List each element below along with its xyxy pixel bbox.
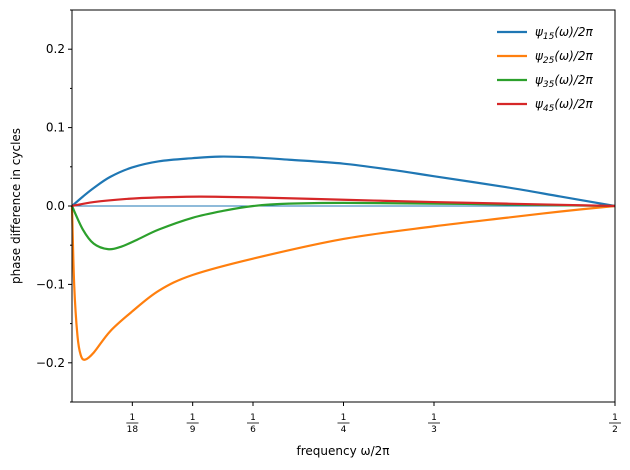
plot-area <box>70 155 616 361</box>
series-line-2 <box>70 204 616 361</box>
x-tick-label: 16 <box>247 413 260 435</box>
x-axis-label: frequency ω/2π <box>297 444 390 458</box>
y-tick-label: 0.0 <box>46 199 65 213</box>
series-line-1 <box>71 155 616 208</box>
y-tick-label: 0.2 <box>46 42 65 56</box>
series-line-3 <box>71 201 616 251</box>
y-tick-label: 0.1 <box>46 121 65 135</box>
x-tick-label: 13 <box>427 413 440 435</box>
svg-text:1: 1 <box>250 413 256 423</box>
svg-text:1: 1 <box>431 413 437 423</box>
svg-text:1: 1 <box>612 413 618 423</box>
legend-label: ψ15(ω)/2π <box>535 25 593 42</box>
x-tick-label: 14 <box>337 413 350 435</box>
svg-text:9: 9 <box>190 425 196 435</box>
svg-text:1: 1 <box>129 413 135 423</box>
y-axis: −0.2 −0.1 0.0 0.1 0.2 <box>36 9 72 403</box>
svg-text:1: 1 <box>190 413 196 423</box>
x-tick-label: 118 <box>126 413 139 435</box>
legend-entry-3: ψ35(ω)/2π <box>497 73 593 90</box>
y-tick-label: −0.2 <box>36 356 65 370</box>
legend-entry-1: ψ15(ω)/2π <box>497 25 593 42</box>
legend-entry-4: ψ45(ω)/2π <box>497 97 593 114</box>
x-tick-label: 12 <box>609 413 621 435</box>
y-axis-label: phase difference in cycles <box>9 128 23 284</box>
svg-text:18: 18 <box>127 425 139 435</box>
svg-text:3: 3 <box>431 425 437 435</box>
x-tick-label: 19 <box>186 413 199 435</box>
svg-text:6: 6 <box>250 425 256 435</box>
svg-text:4: 4 <box>341 425 347 435</box>
y-tick-label: −0.1 <box>36 277 65 291</box>
legend-entry-2: ψ25(ω)/2π <box>497 49 593 66</box>
legend-label: ψ35(ω)/2π <box>535 73 593 90</box>
legend: ψ15(ω)/2π ψ25(ω)/2π ψ35(ω)/2π ψ45(ω)/2π <box>497 25 593 114</box>
legend-label: ψ45(ω)/2π <box>535 97 593 114</box>
svg-text:2: 2 <box>612 425 618 435</box>
legend-label: ψ25(ω)/2π <box>535 49 593 66</box>
svg-text:1: 1 <box>341 413 347 423</box>
series-line-4 <box>71 195 616 208</box>
